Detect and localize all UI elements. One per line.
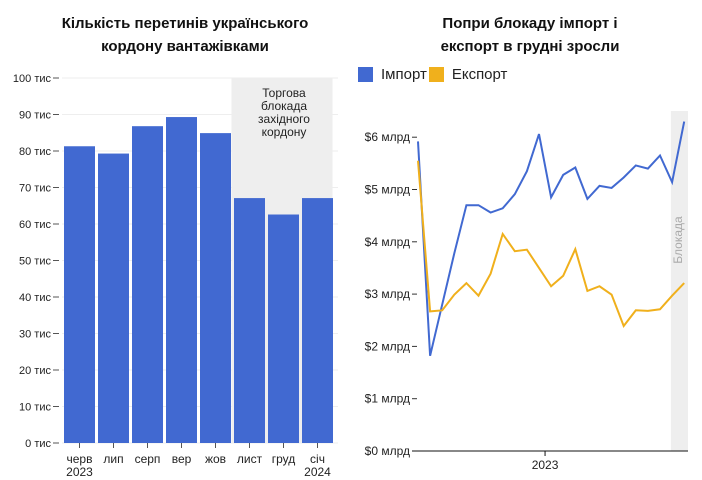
x-tick-label: вер: [172, 452, 192, 466]
x-tick-label: 2023: [532, 458, 559, 472]
x-tick-sublabel: 2023: [66, 465, 93, 479]
bar: [302, 198, 333, 443]
bar-chart-title-line: Кількість перетинів українського: [61, 15, 309, 32]
x-tick-sublabel: 2024: [304, 465, 331, 479]
y-tick-label: 80 тис: [19, 146, 51, 158]
blockade-shade: [670, 111, 688, 451]
legend-label-import: Імпорт: [381, 66, 427, 83]
y-tick-label: $4 млрд: [365, 235, 410, 249]
line-chart-title-line: Попри блокаду імпорт і: [442, 15, 618, 32]
y-tick-label: $6 млрд: [365, 130, 410, 144]
bar: [234, 198, 265, 443]
y-tick-label: 100 тис: [13, 73, 52, 85]
y-tick-label: $3 млрд: [365, 287, 410, 301]
y-tick-label: 40 тис: [19, 292, 51, 304]
blockade-label: Блокада: [671, 216, 685, 264]
legend-swatch-import: [358, 67, 373, 82]
y-tick-label: $0 млрд: [365, 444, 410, 458]
x-tick-label: жов: [205, 452, 226, 466]
bar: [98, 153, 129, 443]
y-tick-label: 20 тис: [19, 365, 51, 377]
x-tick-label: серп: [135, 452, 161, 466]
blockade-annotation: блокада: [261, 99, 307, 113]
bar-chart-title: Кількість перетинів українського кордону…: [20, 12, 350, 58]
x-tick-label: лист: [237, 452, 263, 466]
line-series-export: [417, 160, 685, 329]
x-tick-label: лип: [103, 452, 123, 466]
y-tick-label: 50 тис: [19, 256, 51, 268]
bar: [166, 117, 197, 444]
blockade-annotation: кордону: [262, 125, 307, 139]
y-tick-label: 30 тис: [19, 329, 51, 341]
bar: [64, 146, 95, 443]
x-tick-label: черв: [67, 452, 93, 466]
y-tick-label: 70 тис: [19, 183, 51, 195]
y-tick-label: 0 тис: [25, 438, 51, 450]
bar: [132, 126, 163, 444]
line-chart-title-line: експорт в грудні зросли: [440, 38, 620, 55]
y-tick-label: $1 млрд: [365, 392, 410, 406]
bar: [200, 133, 231, 444]
blockade-annotation: західного: [258, 112, 310, 126]
bar-chart-title-line: кордону вантажівками: [101, 38, 269, 55]
bar: [268, 214, 299, 443]
y-tick-label: $5 млрд: [365, 183, 410, 197]
x-tick-label: груд: [272, 452, 296, 466]
line-series-import: [417, 121, 686, 357]
y-tick-label: 10 тис: [19, 402, 51, 414]
y-tick-label: $2 млрд: [365, 339, 410, 353]
legend: Імпорт Експорт: [358, 66, 507, 83]
x-tick-label: січ: [310, 452, 325, 466]
blockade-annotation: Торгова: [262, 86, 306, 100]
y-tick-label: 90 тис: [19, 110, 51, 122]
y-tick-label: 60 тис: [19, 219, 51, 231]
legend-swatch-export: [428, 67, 444, 82]
legend-label-export: Експорт: [451, 66, 508, 83]
line-chart-title: Попри блокаду імпорт і експорт в грудні …: [370, 12, 690, 58]
